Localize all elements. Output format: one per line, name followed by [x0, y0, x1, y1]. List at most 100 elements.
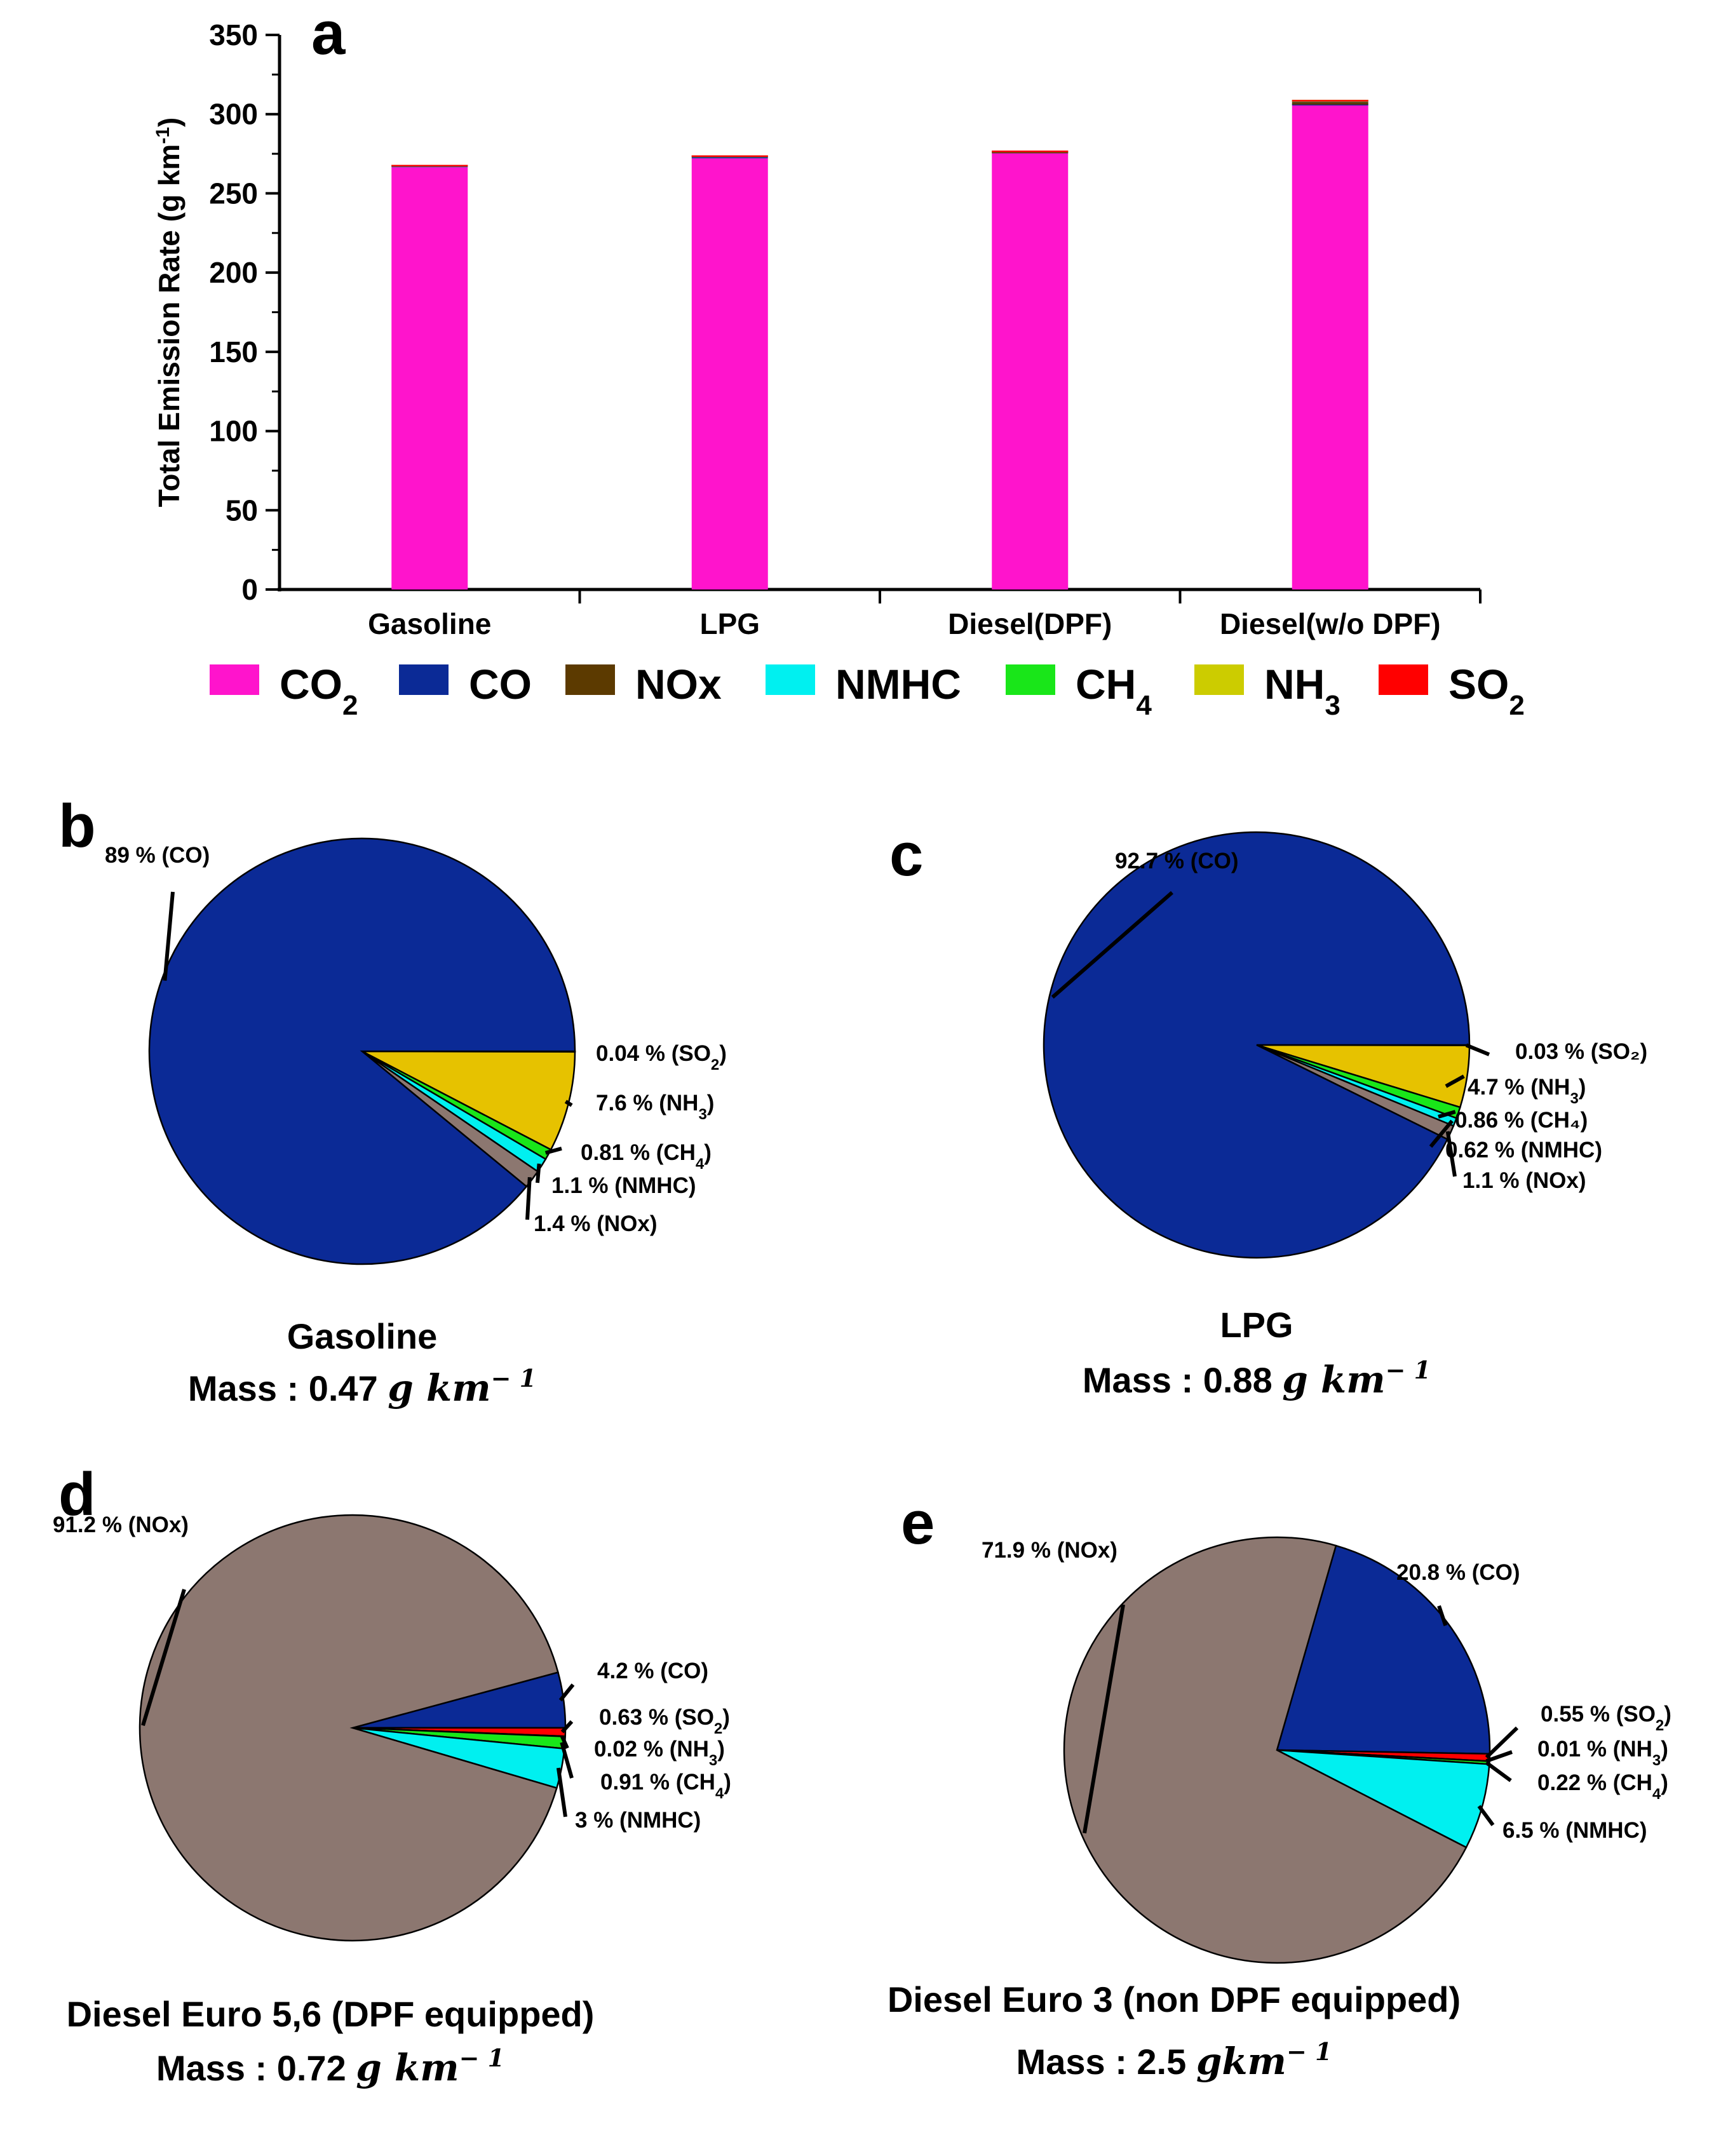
pie-slice-label: 0.55 % (SO2): [1541, 1702, 1671, 1734]
pie-slice-label: 0.03 % (SO₂): [1515, 1039, 1647, 1064]
slice-label-end: ): [1661, 1737, 1668, 1762]
pie-title: LPG: [1220, 1305, 1293, 1345]
y-tick-label: 300: [209, 98, 258, 131]
legend-label: SO2: [1448, 661, 1525, 721]
pie-leader-line: [544, 1147, 562, 1155]
panel-e-pie-diesel-non-dpf: 20.8 % (CO)0.55 % (SO2)0.01 % (NH3)0.22 …: [888, 1489, 1671, 2083]
slice-label-sub: 2: [714, 1720, 722, 1737]
bar-segment-so2: [391, 165, 468, 167]
pie-title: Diesel Euro 3 (non DPF equipped): [888, 1979, 1461, 2019]
legend-label: CO: [469, 661, 532, 708]
pie-slice-label: 0.81 % (CH4): [581, 1140, 712, 1173]
slice-label-main: 0.04 % (SO: [596, 1041, 711, 1066]
pie-slice-label: 91.2 % (NOx): [53, 1513, 189, 1537]
y-tick-label: 350: [209, 18, 258, 51]
y-tick-label: 0: [241, 573, 258, 606]
pie-leader-line: [1477, 1805, 1495, 1826]
pie-leader-line: [1485, 1750, 1513, 1763]
pie-mass: Mass : 0.47 g km− 1: [188, 1364, 536, 1410]
pie-leader-line: [1465, 1043, 1490, 1056]
pie-slice-label: 1.1 % (NMHC): [551, 1173, 696, 1198]
slice-label-main: 4.7 % (NH: [1468, 1075, 1570, 1100]
pie-leader-line: [1485, 1726, 1519, 1759]
pie-leader-line: [1429, 1119, 1454, 1148]
pie-mass-prefix: Mass : 0.72: [156, 2048, 356, 2088]
legend-label-sub: 2: [1509, 690, 1524, 721]
y-axis-title: Total Emission Rate (g km-1): [152, 118, 186, 508]
slice-label-end: ): [707, 1091, 715, 1115]
pie-leader-line: [1485, 1761, 1512, 1782]
pie-leader-line: [560, 1735, 569, 1749]
pie-leader-line: [163, 891, 175, 981]
slice-label-main: 0.01 % (NH: [1537, 1737, 1652, 1762]
slice-label-sub: 3: [1652, 1752, 1661, 1769]
bar-segment-co2: [992, 153, 1069, 590]
slice-label-sub: 2: [1656, 1717, 1664, 1734]
pie-slice-label: 0.91 % (CH4): [600, 1770, 731, 1802]
slice-label-sub: 3: [698, 1106, 706, 1123]
pie-mass-prefix: Mass : 0.47: [188, 1368, 388, 1408]
legend-swatch: [1006, 664, 1055, 695]
pie-mass-exponent: − 1: [491, 1364, 537, 1392]
pie-slice-label: 0.01 % (NH3): [1537, 1737, 1668, 1769]
pie-mass-exponent: − 1: [459, 2044, 505, 2072]
slice-label-end: ): [1579, 1075, 1586, 1100]
slice-label-end: ): [719, 1041, 727, 1066]
slice-label-end: ): [722, 1705, 730, 1730]
pie-leader-line: [564, 1100, 573, 1107]
panel-c-pie-lpg: 0.03 % (SO₂)4.7 % (NH3)0.86 % (CH₄)0.62 …: [889, 821, 1647, 1401]
pie-slice-nox: [138, 1514, 559, 1942]
slice-label-main: 20.8 % (CO): [1396, 1560, 1520, 1585]
pie-slice-label: 4.7 % (NH3): [1468, 1075, 1586, 1107]
slice-label-main: 7.6 % (NH: [596, 1091, 698, 1115]
pie-mass-unit: g km: [356, 2046, 459, 2089]
slice-label-main: 1.1 % (NMHC): [551, 1173, 696, 1198]
pie-slice-label: 0.02 % (NH3): [594, 1737, 725, 1769]
pie-mass: Mass : 2.5 gkm− 1: [1016, 2037, 1332, 2084]
pie-slice-label: 89 % (CO): [105, 843, 210, 868]
pie-leader-line: [1051, 891, 1173, 999]
legend-label-main: NMHC: [835, 661, 961, 708]
panel-d-pie-diesel-dpf: 4.2 % (CO)0.63 % (SO2)0.02 % (NH3)0.91 %…: [53, 1460, 731, 2089]
legend-label: NMHC: [835, 661, 961, 708]
slice-label-main: 0.81 % (CH: [581, 1140, 696, 1165]
slice-label-main: 6.5 % (NMHC): [1502, 1818, 1647, 1843]
pie-title: Diesel Euro 5,6 (DPF equipped): [67, 1994, 595, 2034]
pie-mass-exponent: − 1: [1286, 2037, 1332, 2066]
legend-swatch: [399, 664, 449, 695]
slice-label-main: 71.9 % (NOx): [982, 1538, 1117, 1563]
slice-label-end: ): [717, 1737, 725, 1762]
legend-swatch: [565, 664, 615, 695]
pie-slice-label: 0.22 % (CH4): [1537, 1770, 1668, 1803]
slice-label-end: ): [1664, 1702, 1671, 1727]
y-tick-label: 100: [209, 415, 258, 448]
pie-slice-label: 3 % (NMHC): [575, 1808, 701, 1833]
pie-leader-line: [1445, 1074, 1465, 1088]
bar-segment-co2: [691, 158, 768, 590]
legend-label-main: CH: [1076, 661, 1136, 708]
y-tick-label: 150: [209, 335, 258, 368]
x-category-label: Diesel(DPF): [948, 607, 1112, 640]
pie-title: Gasoline: [287, 1316, 438, 1356]
pie-slice-label: 0.63 % (SO2): [599, 1705, 730, 1737]
panel-letter-d: d: [58, 1460, 96, 1528]
pie-slice-label: 0.62 % (NMHC): [1445, 1138, 1602, 1162]
legend-label-main: SO: [1448, 661, 1509, 708]
pie-leader-line: [141, 1589, 186, 1727]
pie-slice-label: 1.4 % (NOx): [534, 1211, 658, 1236]
bar-segment-so2: [691, 155, 768, 158]
pie-mass-prefix: Mass : 2.5: [1016, 2042, 1196, 2082]
slice-label-sub: 4: [715, 1785, 724, 1802]
pie-leader-line: [1445, 1131, 1457, 1177]
bar-segment-nox: [1292, 102, 1368, 105]
bar-segment-co: [691, 156, 768, 159]
slice-label-main: 91.2 % (NOx): [53, 1513, 189, 1537]
slice-label-main: 0.02 % (NH: [594, 1737, 709, 1762]
legend-swatch: [1379, 664, 1428, 695]
slice-label-end: ): [1661, 1770, 1668, 1795]
y-tick-label: 50: [226, 494, 258, 527]
pie-leader-line: [536, 1163, 541, 1183]
pie-slice-label: 0.04 % (SO2): [596, 1041, 727, 1074]
panel-letter-c: c: [889, 821, 923, 889]
slice-label-end: ): [724, 1770, 731, 1795]
